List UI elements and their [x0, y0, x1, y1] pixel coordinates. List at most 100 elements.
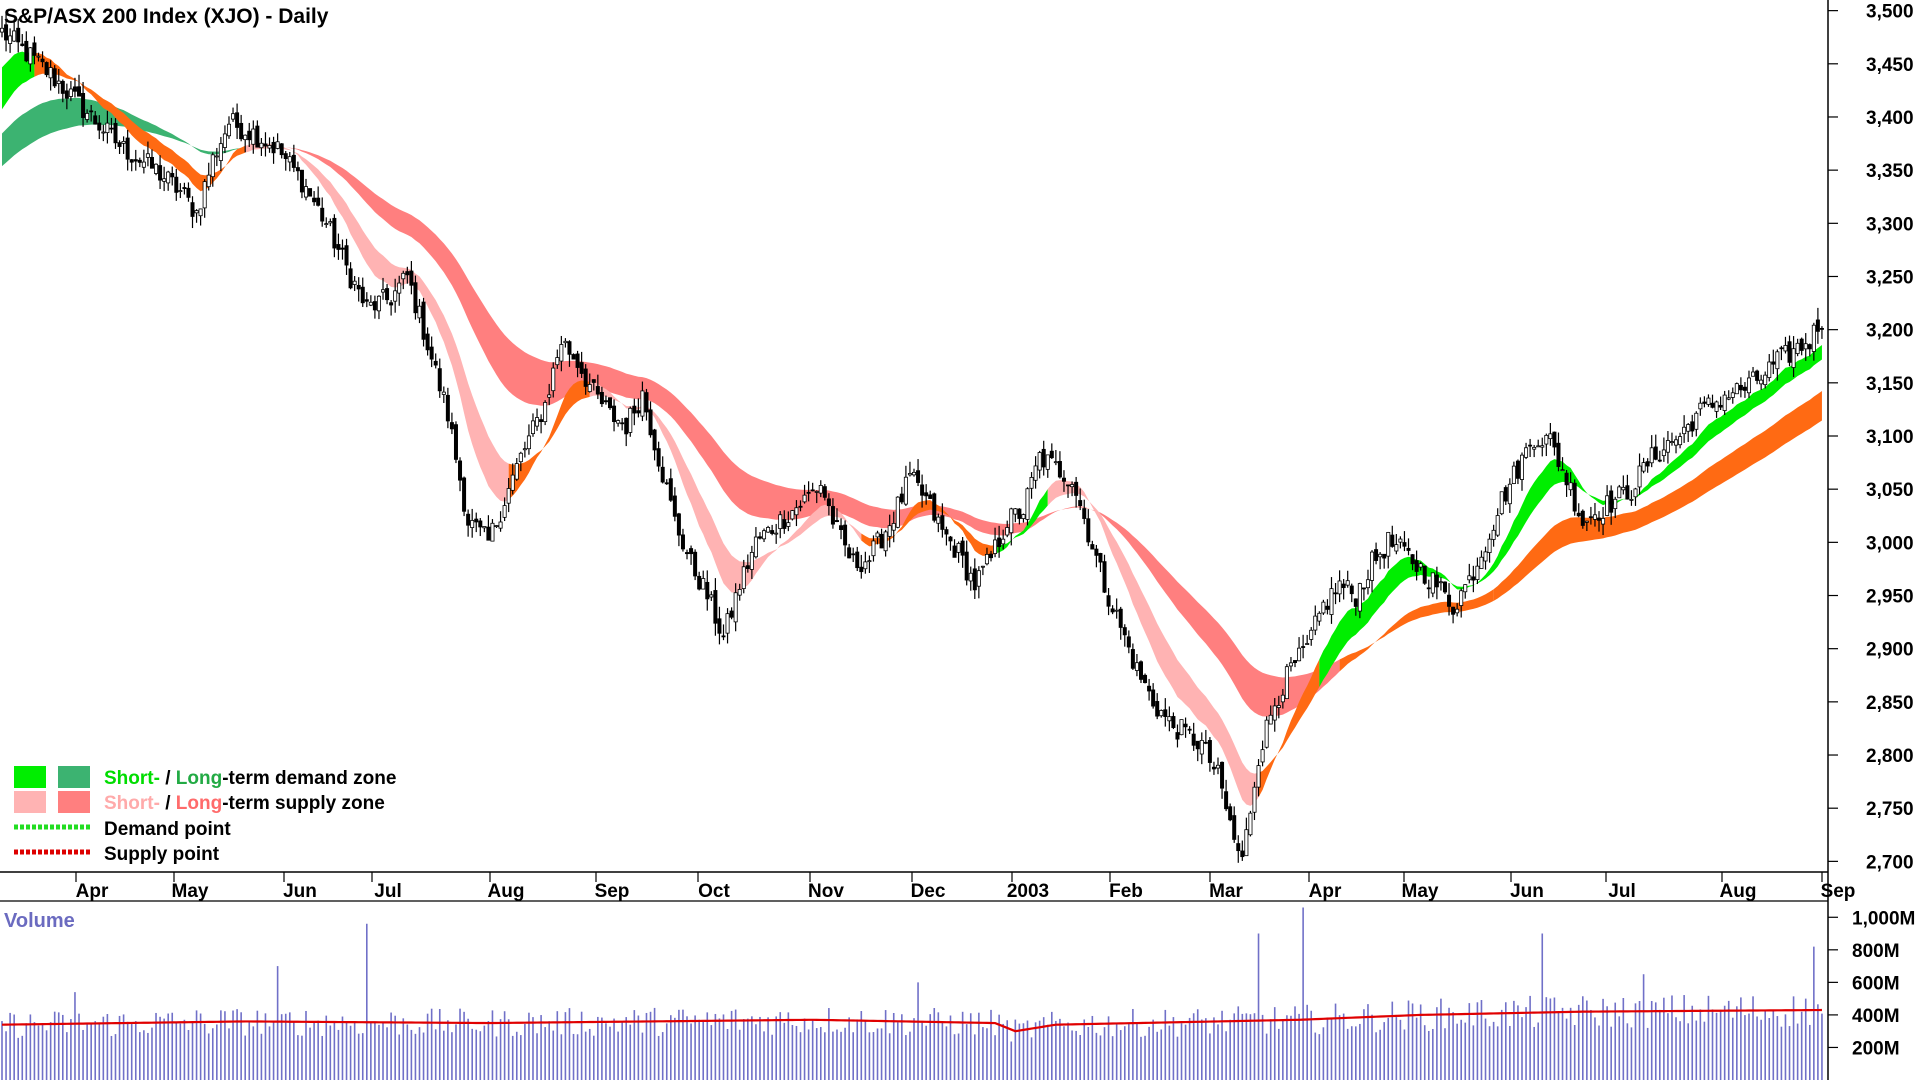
- candle: [141, 149, 146, 174]
- candle: [1313, 605, 1318, 636]
- candle: [1759, 374, 1764, 390]
- volume-y-tick-label: 400M: [1852, 1006, 1900, 1027]
- candle: [1260, 740, 1265, 767]
- candle: [1815, 307, 1820, 344]
- candle: [814, 490, 819, 504]
- candle: [1475, 557, 1480, 585]
- candle: [737, 583, 742, 601]
- candle: [1422, 565, 1427, 585]
- candle: [1374, 542, 1379, 565]
- candle: [847, 543, 852, 559]
- candle: [360, 277, 365, 307]
- candle: [1718, 396, 1723, 411]
- candle: [344, 238, 349, 275]
- candle: [275, 133, 280, 150]
- candle: [316, 186, 321, 207]
- candle: [1398, 536, 1403, 549]
- candle: [940, 503, 945, 538]
- candle: [56, 69, 61, 94]
- candle: [530, 413, 535, 437]
- candle: [1775, 349, 1780, 381]
- candle: [863, 551, 868, 574]
- candle: [381, 277, 386, 300]
- candle: [1130, 643, 1135, 670]
- short-term-zone-segment-5: [658, 417, 862, 593]
- candle: [1333, 583, 1338, 605]
- candle: [1118, 606, 1123, 640]
- x-tick-label: Jul: [374, 881, 401, 902]
- candle: [875, 530, 880, 545]
- candle: [717, 606, 722, 645]
- candle: [1134, 653, 1139, 677]
- candle: [612, 399, 617, 432]
- candle: [1532, 444, 1537, 458]
- candle: [1001, 529, 1006, 550]
- candle: [1025, 487, 1030, 526]
- candle: [198, 208, 203, 226]
- candle: [1633, 487, 1638, 506]
- legend-supply-point: Supply point: [104, 844, 220, 865]
- x-tick-label: Jul: [1608, 881, 1635, 902]
- candle: [830, 498, 835, 529]
- candle: [1021, 513, 1026, 523]
- candle: [652, 428, 657, 461]
- candle: [1378, 552, 1383, 570]
- volume-y-tick-label: 600M: [1852, 973, 1900, 994]
- candle: [1406, 538, 1411, 556]
- candle: [1094, 544, 1099, 568]
- candle: [186, 182, 191, 202]
- candle: [1390, 525, 1395, 548]
- candle: [806, 481, 811, 502]
- candle: [644, 388, 649, 421]
- candle: [121, 136, 126, 154]
- candle: [1349, 583, 1354, 603]
- candle: [1783, 336, 1788, 354]
- candle: [672, 487, 677, 522]
- candle: [449, 412, 454, 435]
- chart-title: S&P/ASX 200 Index (XJO) - Daily: [4, 5, 329, 28]
- candle: [912, 468, 917, 477]
- candle: [1301, 634, 1306, 659]
- candle: [798, 500, 803, 512]
- candle: [486, 515, 491, 541]
- candle: [1499, 491, 1504, 516]
- candle: [907, 461, 912, 477]
- candle: [1122, 624, 1127, 647]
- candle: [1451, 606, 1456, 624]
- candle: [680, 528, 685, 552]
- candle: [891, 511, 896, 543]
- candle: [170, 166, 175, 186]
- candle: [36, 52, 41, 62]
- candle: [668, 468, 673, 502]
- candle: [810, 482, 815, 492]
- candle: [133, 149, 138, 171]
- candle: [1495, 508, 1500, 537]
- short-term-zone-segment-8: [1047, 480, 1259, 806]
- candle: [664, 479, 669, 485]
- candle: [1463, 584, 1468, 599]
- candle: [1309, 627, 1314, 646]
- candle: [1033, 456, 1038, 489]
- candle: [1694, 411, 1699, 437]
- candle: [1305, 634, 1310, 645]
- candle: [1159, 709, 1164, 718]
- candle: [608, 397, 613, 410]
- x-tick-label: Aug: [1720, 881, 1757, 902]
- candle: [214, 147, 219, 167]
- candle: [676, 512, 681, 547]
- candle: [1041, 440, 1046, 476]
- candle: [1674, 435, 1679, 454]
- candle: [1102, 554, 1107, 594]
- candle: [413, 275, 418, 320]
- y-tick-label: 3,200: [1866, 321, 1914, 342]
- candle: [109, 117, 114, 134]
- candle: [1795, 338, 1800, 357]
- candle: [579, 351, 584, 378]
- candle: [16, 18, 21, 53]
- candle: [68, 81, 73, 102]
- candle: [1297, 637, 1302, 662]
- candle: [1414, 550, 1419, 581]
- candle: [1738, 377, 1743, 398]
